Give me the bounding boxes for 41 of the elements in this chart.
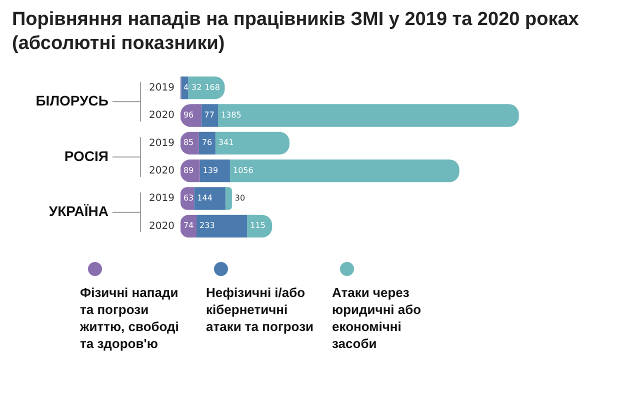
bar xyxy=(215,132,290,155)
y-tick-label: 2019 xyxy=(148,138,174,149)
data-label: 63 xyxy=(183,194,194,203)
data-label: 144 xyxy=(197,194,212,203)
data-label: 32 xyxy=(192,82,202,92)
y-tick-label: 2019 xyxy=(148,193,174,204)
data-label: 77 xyxy=(204,110,214,120)
y-tick-label: 2019 xyxy=(148,82,174,94)
data-label: 4 xyxy=(183,82,189,92)
data-label: 1385 xyxy=(221,110,242,120)
data-label: 30 xyxy=(234,194,246,203)
legend-label: Нефізичні і/або кібернетичні атаки та погрози xyxy=(206,284,315,335)
text: УКРАЇНА xyxy=(48,203,108,220)
legend-label: Атаки через юридичні або економічні засоби xyxy=(332,284,422,352)
data-label: 74 xyxy=(183,221,194,230)
text: РОСІЯ xyxy=(64,148,108,164)
data-label: 85 xyxy=(183,138,194,148)
bar xyxy=(230,159,460,182)
data-label: 115 xyxy=(250,221,266,230)
bar xyxy=(218,104,519,127)
text: БІЛОРУСЬ xyxy=(36,92,108,109)
y-tick-label: 2020 xyxy=(148,220,174,232)
bar xyxy=(200,159,230,182)
data-label: 89 xyxy=(183,166,194,175)
data-label: 341 xyxy=(218,138,234,148)
data-label: 168 xyxy=(204,82,220,92)
data-label: 139 xyxy=(202,166,218,175)
bar xyxy=(194,187,226,210)
chart-title: Порівняння нападів на працівників ЗМІ у 2019 та 2020 роках (абсолютні показники) xyxy=(12,8,580,56)
data-label: 76 xyxy=(202,138,212,148)
bar xyxy=(198,132,216,155)
bar xyxy=(225,187,232,210)
data-label: 1056 xyxy=(232,166,254,175)
data-label: 233 xyxy=(200,221,215,230)
y-tick-label: 2020 xyxy=(148,165,174,176)
bar xyxy=(201,104,218,127)
legend-label: Фізичні напади та погрози життю, свободі та здоров'ю xyxy=(80,284,180,352)
data-label: 96 xyxy=(183,110,194,120)
bar xyxy=(196,214,248,238)
bar xyxy=(181,76,188,100)
y-tick-label: 2020 xyxy=(148,110,174,122)
